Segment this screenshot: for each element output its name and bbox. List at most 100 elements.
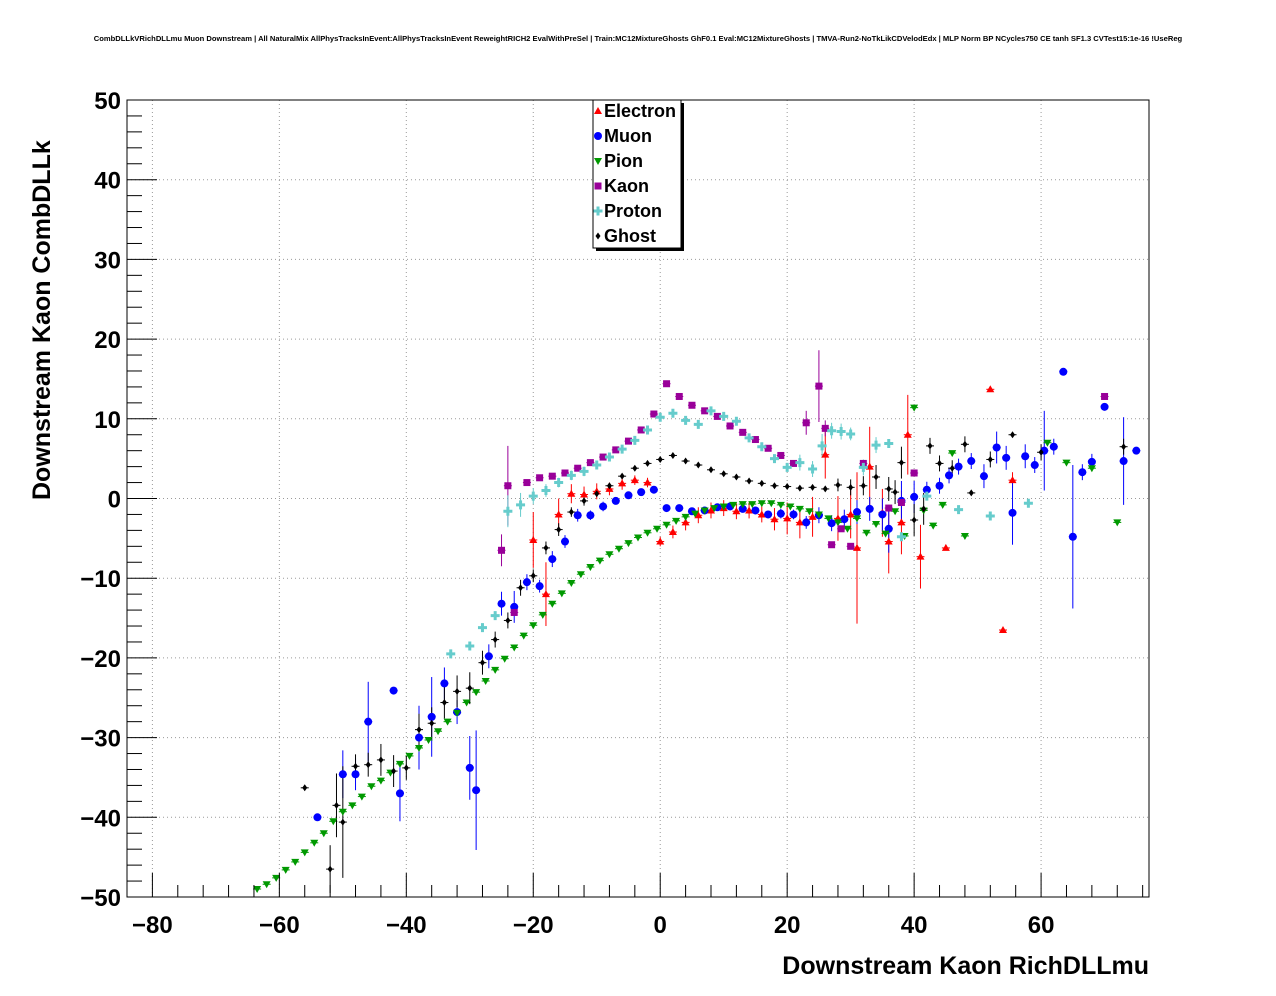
pion-point [634, 534, 642, 542]
kaon-point [837, 525, 845, 533]
pion-point [662, 521, 671, 529]
pion-point [795, 505, 804, 513]
pion-point [500, 655, 509, 663]
pion-point [357, 793, 366, 801]
y-tick-label: −50 [80, 885, 121, 912]
pion-point [310, 839, 319, 847]
ghost-point [892, 488, 898, 496]
kaon-point [688, 401, 696, 409]
pion-point [843, 525, 852, 533]
pion-point [948, 450, 957, 458]
legend-marker-muon [594, 132, 602, 140]
proton-point [681, 415, 691, 425]
pion-point [557, 590, 566, 598]
kaon-point [663, 380, 671, 388]
x-tick-label: 20 [774, 912, 801, 939]
muon-point [586, 511, 595, 520]
pion-point [960, 532, 969, 540]
x-tick-label: −20 [513, 912, 554, 939]
proton-point [827, 426, 837, 436]
muon-point [853, 508, 861, 517]
pion-point [300, 849, 309, 857]
muon-point [389, 686, 398, 695]
ghost-point [403, 764, 409, 772]
kaon-point [612, 446, 620, 454]
ghost-point [921, 505, 927, 513]
muon-point [776, 509, 785, 518]
ghost-point [797, 484, 803, 492]
ghost-point [695, 461, 701, 469]
pion-point [776, 501, 785, 509]
proton-point [693, 419, 703, 429]
ghost-point [822, 485, 828, 493]
muon-point [1132, 446, 1141, 455]
proton-point [769, 454, 779, 464]
muon-point [1030, 461, 1039, 470]
ghost-point [759, 479, 765, 487]
y-tick-label: −40 [80, 805, 121, 832]
proton-point [465, 641, 475, 651]
x-tick-label: −60 [259, 912, 300, 939]
proton-point [896, 532, 906, 542]
proton-point [817, 441, 827, 451]
pion-point [833, 519, 842, 527]
electron-point [554, 510, 563, 518]
y-tick-label: 10 [94, 407, 121, 434]
electron-point [643, 478, 652, 486]
muon-point [1087, 457, 1096, 466]
ghost-point [340, 818, 346, 826]
legend-label-proton: Proton [604, 201, 662, 221]
pion-point [814, 511, 823, 519]
muon-point [637, 488, 646, 497]
ghost-point [568, 508, 574, 516]
muon-point [338, 770, 347, 779]
muon-point [624, 491, 633, 500]
electron-point [541, 590, 550, 598]
kaon-point [751, 436, 759, 444]
kaon-point [561, 469, 569, 477]
pion-point [586, 564, 595, 572]
legend-marker-proton [593, 206, 603, 216]
legend-label-muon: Muon [604, 126, 652, 146]
muon-point [935, 481, 944, 490]
ghost-point [429, 719, 435, 727]
pion-point [281, 866, 290, 874]
muon-point [662, 504, 671, 513]
ghost-point [886, 485, 892, 493]
legend-marker-pion [594, 158, 602, 165]
proton-point [757, 442, 767, 452]
muon-point [751, 506, 760, 515]
kaon-point [536, 474, 544, 482]
pion-point [853, 515, 861, 523]
pion-point [910, 404, 919, 412]
pion-point [605, 551, 614, 559]
proton-point [630, 435, 640, 445]
y-axis-label: Downstream Kaon CombDLLk [28, 140, 56, 500]
muon-point [548, 555, 557, 564]
legend-label-ghost: Ghost [604, 226, 656, 246]
pion-point [757, 500, 766, 508]
legend-marker-electron [594, 107, 602, 114]
muon-point [922, 485, 931, 494]
y-tick-label: −10 [80, 566, 121, 593]
ghost-point [721, 470, 727, 478]
ghost-point [746, 477, 752, 485]
proton-point [477, 623, 487, 633]
ghost-point [353, 762, 359, 770]
legend-marker-kaon [594, 182, 602, 190]
proton-point [668, 408, 678, 418]
pion-point [329, 818, 338, 826]
ghost-point [927, 442, 933, 450]
legend-label-kaon: Kaon [604, 176, 649, 196]
ghost-point [556, 526, 562, 534]
electron-point [941, 543, 950, 551]
kaon-point [624, 437, 632, 445]
ghost-point [937, 459, 943, 467]
pion-point [786, 503, 795, 511]
kaon-point [764, 444, 772, 452]
ghost-point [962, 440, 968, 448]
proton-point [871, 440, 881, 450]
electron-point [795, 518, 804, 526]
pion-point [691, 510, 700, 518]
ghost-point [670, 451, 676, 459]
